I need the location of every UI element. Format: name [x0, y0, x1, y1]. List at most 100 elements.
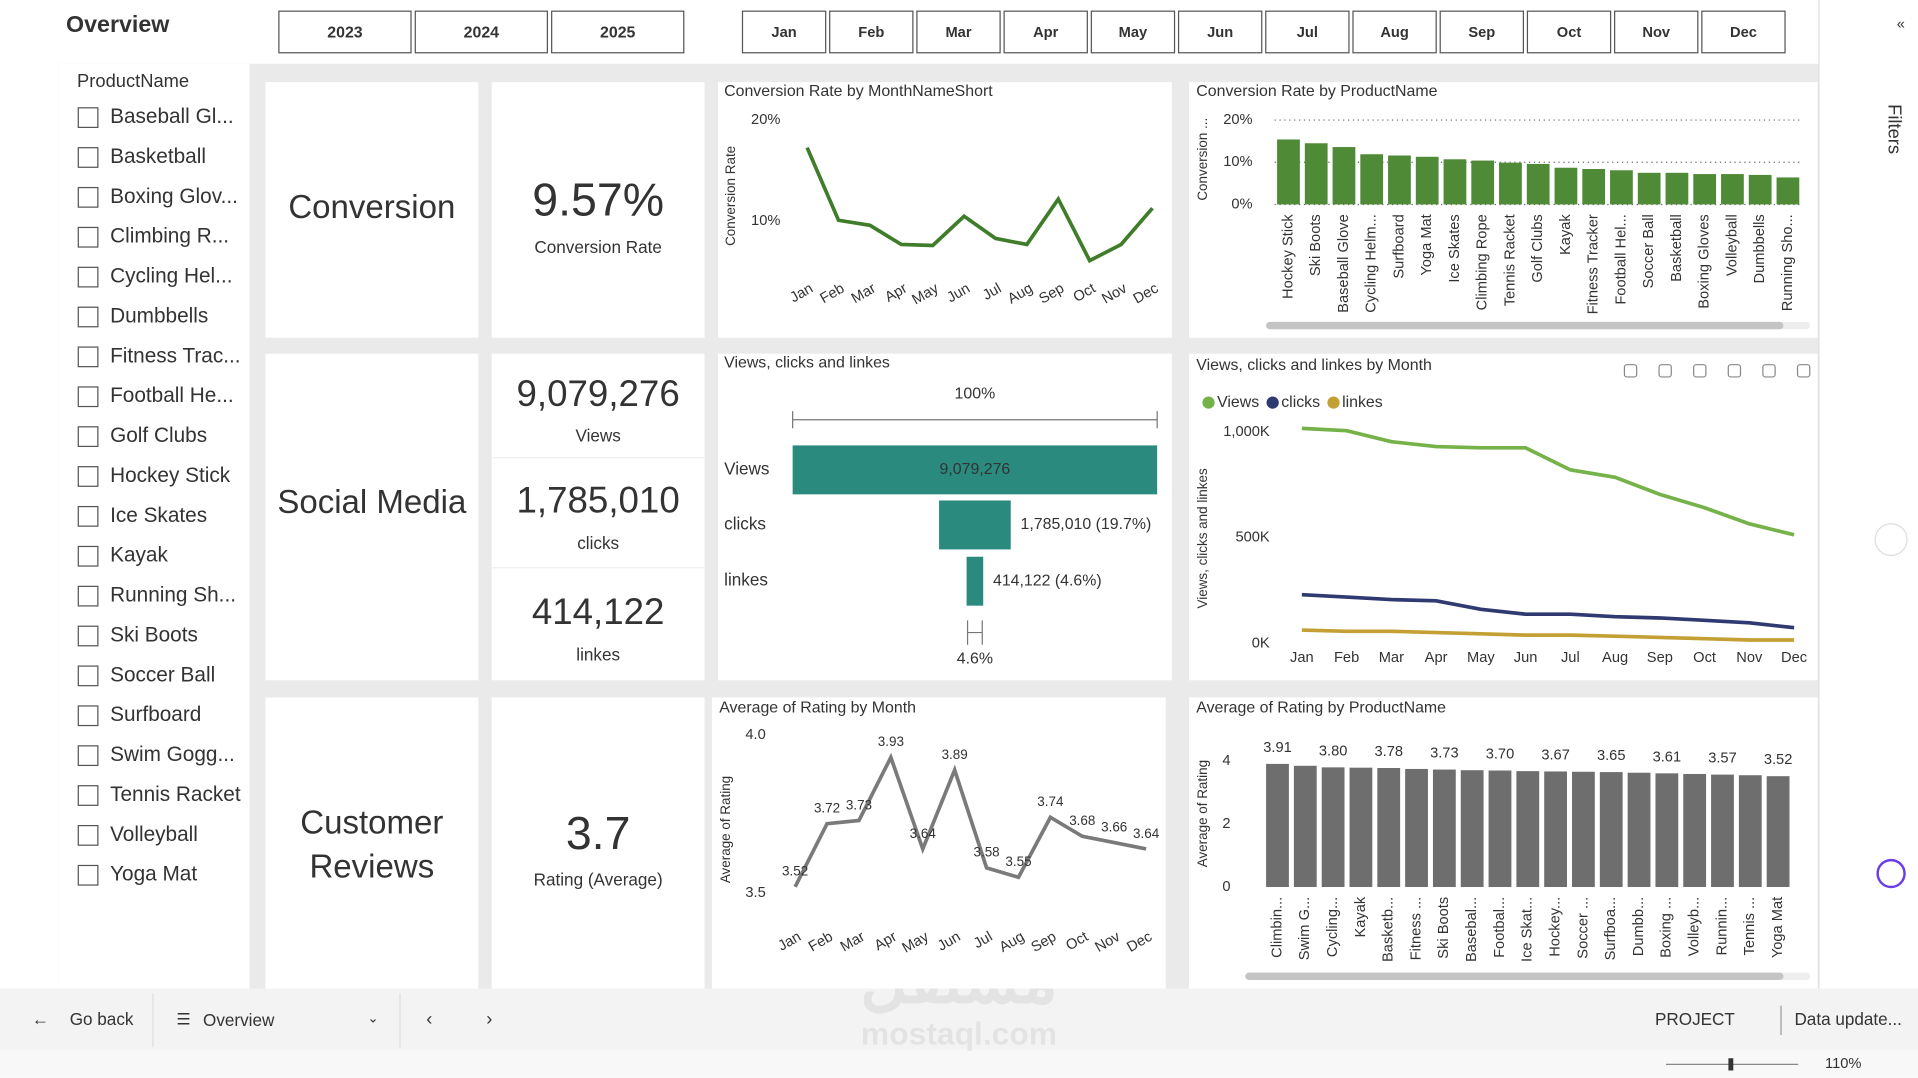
slicer-item[interactable]: Ice Skates	[110, 504, 207, 527]
checkbox[interactable]	[77, 346, 99, 368]
visual-toolbar-icon[interactable]	[1727, 364, 1742, 378]
checkbox[interactable]	[77, 266, 99, 288]
month-label[interactable]: Nov	[1642, 25, 1671, 41]
status-bar	[0, 1049, 1918, 1078]
checkbox[interactable]	[77, 625, 99, 647]
checkbox[interactable]	[77, 545, 99, 567]
filters-label[interactable]: Filters	[1885, 104, 1906, 154]
slicer-item[interactable]: Football He...	[110, 384, 234, 407]
checkbox[interactable]	[77, 107, 99, 128]
checkbox[interactable]	[77, 426, 99, 448]
slicer-item[interactable]: Swim Gogg...	[110, 743, 235, 766]
scrollbar[interactable]	[1266, 321, 1784, 330]
slicer-item[interactable]: Yoga Mat	[110, 863, 197, 886]
slicer-item[interactable]: Tennis Racket	[110, 783, 241, 806]
month-label[interactable]: Oct	[1557, 25, 1582, 41]
month-button[interactable]	[916, 10, 1001, 54]
year-label[interactable]: 2023	[327, 24, 363, 41]
checkbox[interactable]	[77, 186, 99, 208]
slicer-item[interactable]: Ski Boots	[110, 623, 198, 646]
visual-toolbar-icon[interactable]	[1796, 364, 1811, 378]
month-button[interactable]	[829, 10, 914, 54]
month-button[interactable]	[1177, 10, 1263, 54]
tile	[491, 353, 705, 681]
year-button[interactable]	[414, 10, 548, 54]
back-button[interactable]: Go back	[70, 1010, 134, 1029]
data-label: 9,079,276	[940, 461, 1011, 478]
month-button[interactable]	[1352, 10, 1437, 54]
slicer-item[interactable]: Surfboard	[110, 703, 201, 726]
month-label[interactable]: May	[1119, 25, 1148, 41]
side-icon[interactable]	[1876, 858, 1906, 889]
visual-toolbar-icon[interactable]	[1658, 364, 1672, 378]
month-button[interactable]	[1090, 10, 1176, 54]
slicer-item[interactable]: Baseball Gl...	[110, 105, 234, 128]
year-label[interactable]: 2025	[600, 24, 636, 41]
month-label[interactable]: Sep	[1468, 25, 1495, 41]
checkbox[interactable]	[77, 864, 99, 886]
month-button[interactable]	[1265, 10, 1350, 54]
slicer-item[interactable]: Cycling Hel...	[110, 265, 232, 288]
visual-toolbar-icon[interactable]	[1762, 364, 1776, 378]
slicer-item[interactable]: Running Sh...	[110, 584, 236, 607]
checkbox[interactable]	[77, 226, 99, 248]
checkbox[interactable]	[77, 745, 99, 767]
zoom-thumb[interactable]	[1728, 1058, 1734, 1071]
slicer-item[interactable]: Fitness Trac...	[110, 344, 241, 367]
month-label[interactable]: Dec	[1730, 25, 1757, 41]
slicer-item[interactable]: Dumbbells	[110, 304, 208, 327]
slicer-item[interactable]: Basketball	[110, 145, 206, 168]
data-label: 3.55	[1005, 854, 1031, 869]
bar	[1655, 773, 1679, 888]
month-button[interactable]	[741, 10, 827, 54]
page-selector[interactable]: Overview	[203, 1011, 275, 1030]
month-button[interactable]	[1526, 10, 1612, 54]
dropdown-arrow[interactable]: ⌄	[367, 1011, 378, 1026]
checkbox[interactable]	[77, 147, 99, 168]
checkbox[interactable]	[77, 585, 99, 607]
checkbox[interactable]	[77, 505, 99, 527]
slicer-item[interactable]: Hockey Stick	[110, 464, 231, 487]
prev-page[interactable]: ‹	[426, 1008, 432, 1029]
slicer-item[interactable]: Kayak	[110, 544, 168, 567]
month-label[interactable]: Jun	[1207, 25, 1233, 41]
month-button[interactable]	[1003, 10, 1088, 54]
month-label[interactable]: Apr	[1033, 25, 1059, 41]
y-axis-title: Views, clicks and linkes	[1195, 468, 1210, 608]
slicer-item[interactable]: Boxing Glov...	[110, 185, 238, 208]
card-value: 3.7	[566, 807, 631, 859]
month-label[interactable]: Mar	[945, 25, 971, 41]
side-icon[interactable]	[1874, 523, 1908, 557]
checkbox[interactable]	[77, 705, 99, 727]
x-tick-label: Football Hel...	[1613, 214, 1629, 304]
year-label[interactable]: 2024	[464, 24, 500, 41]
tile	[718, 82, 1172, 338]
slicer-item[interactable]: Climbing R...	[110, 225, 229, 248]
next-page[interactable]: ›	[486, 1008, 492, 1029]
collapse-icon[interactable]: «	[1897, 17, 1905, 33]
scrollbar[interactable]	[1245, 972, 1784, 980]
checkbox[interactable]	[77, 785, 99, 806]
slicer-item[interactable]: Soccer Ball	[110, 663, 215, 686]
month-label[interactable]: Jan	[771, 25, 796, 41]
month-button[interactable]	[1614, 10, 1699, 54]
month-label[interactable]: Jul	[1297, 25, 1318, 41]
card-title: Customer Reviews	[300, 803, 443, 884]
month-label[interactable]: Feb	[858, 25, 884, 41]
checkbox[interactable]	[77, 824, 99, 846]
slicer-item[interactable]: Volleyball	[110, 823, 198, 846]
back-arrow[interactable]: ←	[32, 1010, 49, 1029]
checkbox[interactable]	[77, 306, 99, 328]
data-update[interactable]: Data update...	[1794, 1010, 1902, 1029]
visual-toolbar-icon[interactable]	[1693, 364, 1707, 378]
checkbox[interactable]	[77, 466, 99, 487]
month-button[interactable]	[1701, 10, 1786, 54]
slicer-item[interactable]: Golf Clubs	[110, 424, 207, 447]
visual-toolbar-icon[interactable]	[1623, 364, 1638, 378]
month-label[interactable]: Aug	[1380, 25, 1409, 41]
checkbox[interactable]	[77, 386, 99, 408]
month-button[interactable]	[1439, 10, 1525, 54]
year-button[interactable]	[278, 10, 412, 54]
checkbox[interactable]	[77, 665, 99, 687]
year-button[interactable]	[551, 10, 685, 54]
